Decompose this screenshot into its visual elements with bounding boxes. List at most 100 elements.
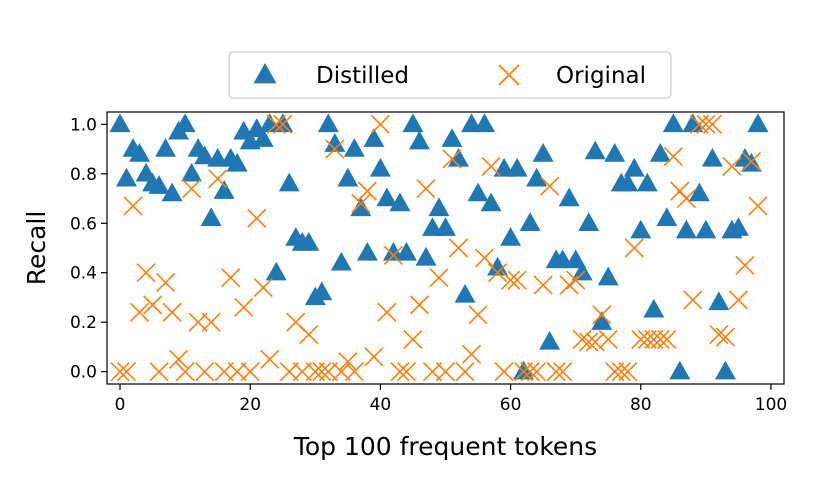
point-original [162,302,182,322]
point-original [442,149,462,169]
point-original [169,349,189,369]
point-original [396,362,417,382]
point-distilled [604,143,626,162]
point-original [370,114,390,134]
point-original [683,290,703,310]
point-original [116,362,137,382]
point-distilled [265,261,287,281]
point-original [728,290,748,310]
point-distilled [129,143,150,162]
point-distilled [330,251,352,271]
point-original [129,302,150,322]
point-distilled [174,113,196,133]
point-original [592,305,612,325]
point-original [364,347,384,367]
point-distilled [630,219,652,239]
point-distilled [506,157,528,177]
point-distilled [389,192,411,212]
point-original [123,196,143,216]
point-distilled [597,266,619,286]
point-distilled [584,140,606,160]
y-tick-label: 0.8 [70,165,97,185]
point-distilled [727,217,749,236]
point-original [696,114,716,134]
point-original [455,362,475,382]
point-original [468,305,488,325]
point-original [709,324,729,345]
point-original [136,263,156,283]
point-distilled [675,219,697,239]
y-axis-title: Recall [22,211,51,286]
point-original [377,302,397,322]
point-original [722,156,742,176]
point-distilled [747,113,769,133]
point-original [501,270,521,290]
point-original [110,362,130,382]
point-distilled [324,133,346,152]
point-original [481,156,501,176]
point-distilled [558,187,580,207]
point-original [624,238,644,258]
point-distilled [565,249,587,269]
point-distilled [409,130,430,150]
point-original [240,362,260,382]
point-original [201,312,221,332]
point-original [266,114,286,134]
point-original [715,327,735,347]
point-distilled [467,182,489,202]
point-original [546,362,566,382]
point-distilled [435,217,456,236]
point-original [416,179,436,199]
point-original [390,362,410,382]
x-tick-label: 20 [239,395,261,415]
point-distilled [539,330,561,350]
point-distilled [337,167,359,187]
point-distilled [682,113,704,133]
point-distilled [513,360,535,380]
point-original [195,362,215,382]
point-distilled [343,138,365,157]
point-original [221,268,241,288]
point-original [657,329,677,350]
y-tick-label: 1.0 [70,115,97,135]
point-original [676,188,696,209]
point-original [208,169,228,189]
point-distilled [350,197,372,217]
point-original [585,332,605,352]
point-original [520,362,540,382]
axes: 0 20 40 60 80 100 0.0 0.2 0.4 0.6 0.8 1.0 [70,115,787,415]
point-distilled [617,172,639,192]
point-original [182,179,202,199]
y-tick-label: 0.6 [70,214,97,234]
point-original [533,275,553,295]
point-original [618,362,638,382]
point-original [143,295,163,315]
point-distilled [526,167,548,187]
point-distilled [454,283,476,303]
y-tick-label: 0.4 [70,264,97,284]
point-distilled [636,172,658,192]
point-original [357,181,377,201]
point-original [559,275,579,295]
point-distilled [298,232,320,251]
point-distilled [519,212,541,231]
point-distilled [656,207,678,227]
point-distilled [272,113,294,133]
x-tick-label: 0 [115,395,126,415]
x-axis-title: Top 100 frequent tokens [293,432,597,461]
point-distilled [213,180,235,199]
point-original [344,362,364,382]
point-distilled [226,152,248,172]
x-tick-label: 80 [630,395,652,415]
point-distilled [161,182,183,202]
point-original [748,196,768,216]
point-original [149,362,169,382]
point-original [702,114,722,134]
point-distilled [402,113,424,133]
point-original [494,362,514,382]
point-original [540,176,560,196]
point-distilled [578,212,600,231]
point-original [234,297,254,317]
point-distilled [487,256,509,276]
